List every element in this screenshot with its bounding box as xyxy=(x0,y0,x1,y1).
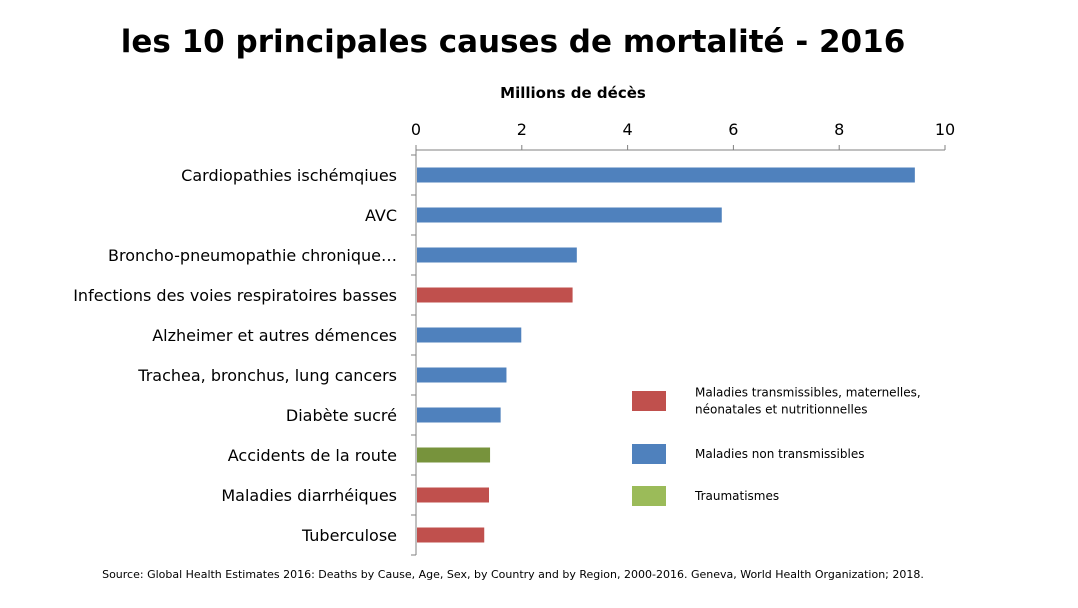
legend-label: Maladies transmissibles, maternelles, xyxy=(695,386,921,400)
bar xyxy=(417,407,501,423)
category-label: Trachea, bronchus, lung cancers xyxy=(137,366,397,385)
bars: Cardiopathies ischémqiues AVC Broncho-pneu… xyxy=(73,166,915,545)
category-label: Maladies diarrhéiques xyxy=(221,486,397,505)
legend-swatch xyxy=(632,486,666,506)
category-label: Cardiopathies ischémqiues xyxy=(181,166,397,185)
chart-title: les 10 principales causes de mortalité -… xyxy=(121,24,906,60)
bar xyxy=(417,487,490,503)
x-tick-label: 10 xyxy=(935,120,955,139)
bar xyxy=(417,287,573,303)
y-axis xyxy=(411,150,417,556)
x-tick-label: 4 xyxy=(623,120,633,139)
category-label: Accidents de la route xyxy=(228,446,397,465)
category-label: Broncho-pneumopathie chronique… xyxy=(108,246,397,265)
x-axis: 0 2 4 6 8 10 xyxy=(411,120,955,151)
bar xyxy=(417,327,522,343)
x-tick-label: 2 xyxy=(517,120,527,139)
legend-label: néonatales et nutritionnelles xyxy=(695,403,868,417)
x-axis-title: Millions de décès xyxy=(500,84,646,102)
legend-swatch xyxy=(632,391,666,411)
category-label: Alzheimer et autres démences xyxy=(152,326,397,345)
category-label: AVC xyxy=(365,206,397,225)
bar xyxy=(417,527,485,543)
category-label: Infections des voies respiratoires basse… xyxy=(73,286,397,305)
bar xyxy=(417,247,577,263)
category-label: Diabète sucré xyxy=(286,406,397,425)
x-tick-label: 6 xyxy=(728,120,738,139)
legend-swatch xyxy=(632,444,666,464)
bar xyxy=(417,167,915,183)
x-tick-label: 8 xyxy=(834,120,844,139)
bar xyxy=(417,207,722,223)
legend-label: Maladies non transmissibles xyxy=(695,447,864,461)
source-note: Source: Global Health Estimates 2016: De… xyxy=(102,568,924,581)
bar xyxy=(417,367,507,383)
legend: Maladies transmissibles, maternelles, néo… xyxy=(632,386,921,506)
bar xyxy=(417,447,491,463)
legend-label: Traumatismes xyxy=(694,489,779,503)
x-tick-label: 0 xyxy=(411,120,421,139)
category-label: Tuberculose xyxy=(301,526,397,545)
